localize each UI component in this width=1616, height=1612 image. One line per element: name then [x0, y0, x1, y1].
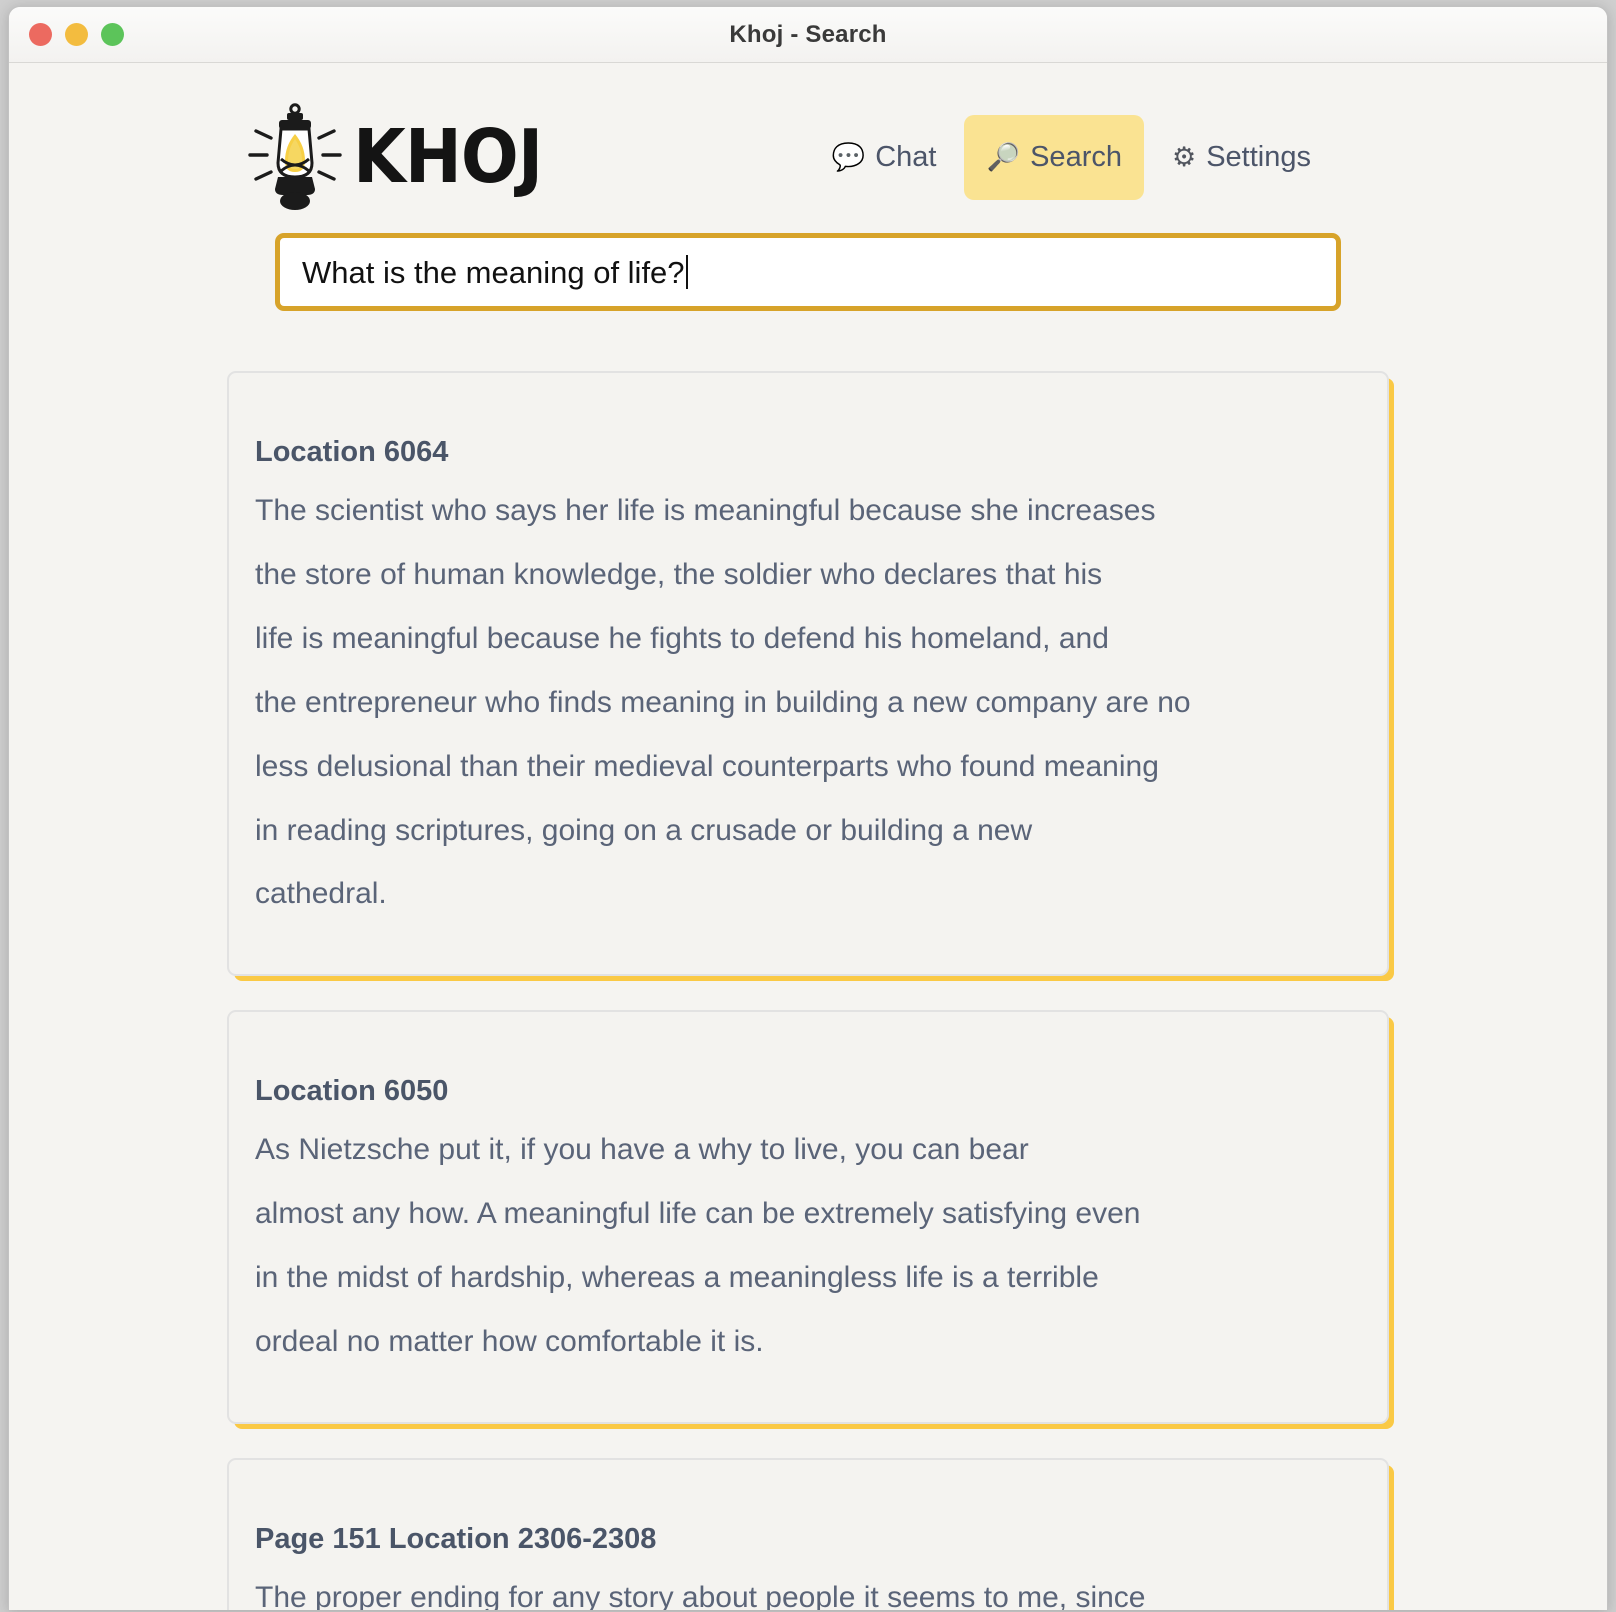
result-title: Location 6064 — [255, 436, 449, 468]
result-card[interactable]: Page 151 Location 2306-2308 The proper e… — [227, 1457, 1389, 1610]
speech-balloon-icon: 💬 — [831, 141, 866, 172]
search-input[interactable]: What is the meaning of life? — [275, 233, 1341, 311]
result-card[interactable]: Location 6064 The scientist who says her… — [227, 371, 1389, 977]
gear-icon: ⚙ — [1171, 141, 1197, 172]
app-window: Khoj - Search — [8, 6, 1608, 1610]
result-line: cathedral. — [255, 877, 387, 911]
result-line: ordeal no matter how comfortable it is. — [255, 1325, 764, 1358]
nav-label-search: Search — [1030, 140, 1122, 173]
result-line: in the midst of hardship, whereas a mean… — [255, 1261, 1099, 1295]
result-line: life is meaningful because he fights to … — [255, 621, 1109, 655]
result-line: the store of human knowledge, the soldie… — [255, 557, 1103, 591]
search-input-value: What is the meaning of life? — [302, 254, 685, 290]
result-title: Page 151 Location 2306-2308 — [255, 1522, 657, 1555]
result-line: The proper ending for any story about pe… — [255, 1580, 1146, 1610]
app-content: KHOJ 💬 Chat 🔎 Search ⚙ Settings — [9, 63, 1607, 1610]
nav-item-search[interactable]: 🔎 Search — [964, 114, 1144, 200]
nav-item-chat[interactable]: 💬 Chat — [810, 115, 959, 200]
result-line: less delusional than their medieval coun… — [255, 749, 1159, 783]
brand-logo[interactable]: KHOJ — [247, 101, 559, 213]
result-line: the entrepreneur who finds meaning in bu… — [255, 685, 1191, 719]
traffic-light-group — [29, 23, 124, 46]
window-titlebar: Khoj - Search — [9, 7, 1607, 63]
nav-label-settings: Settings — [1206, 140, 1311, 173]
search-results-list: Location 6064 The scientist who says her… — [227, 371, 1389, 1610]
minimize-window-button[interactable] — [65, 23, 88, 46]
lantern-icon — [247, 101, 343, 213]
result-line: As Nietzsche put it, if you have a why t… — [255, 1133, 1029, 1167]
result-line: in reading scriptures, going on a crusad… — [255, 813, 1033, 847]
nav-label-chat: Chat — [875, 140, 937, 173]
window-title: Khoj - Search — [729, 20, 887, 48]
result-line: almost any how. A meaningful life can be… — [255, 1197, 1141, 1231]
result-line: The scientist who says her life is meani… — [255, 494, 1156, 528]
result-title: Location 6050 — [255, 1075, 449, 1108]
app-header: KHOJ 💬 Chat 🔎 Search ⚙ Settings — [9, 63, 1607, 223]
magnifying-glass-icon: 🔎 — [986, 141, 1021, 172]
text-caret — [685, 255, 688, 289]
brand-wordmark: KHOJ — [353, 114, 543, 200]
close-window-button[interactable] — [29, 23, 52, 46]
search-section: What is the meaning of life? — [9, 233, 1607, 311]
maximize-window-button[interactable] — [101, 23, 124, 46]
result-card[interactable]: Location 6050 As Nietzsche put it, if yo… — [227, 1010, 1389, 1424]
main-nav: 💬 Chat 🔎 Search ⚙ Settings — [810, 114, 1333, 200]
nav-item-settings[interactable]: ⚙ Settings — [1150, 115, 1333, 200]
